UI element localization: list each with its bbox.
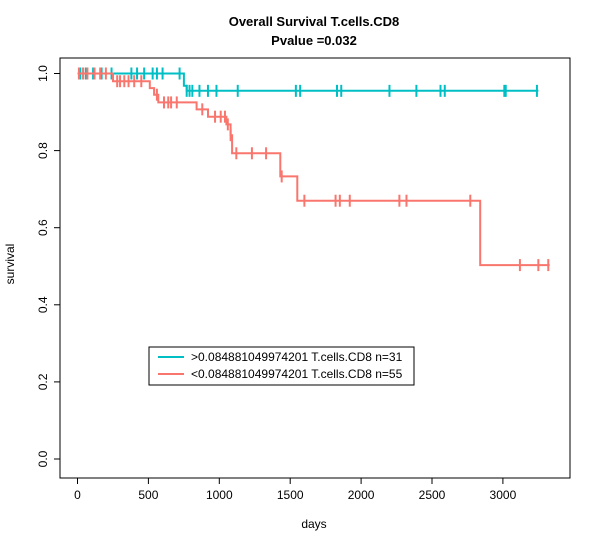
x-tick-label: 1500 bbox=[277, 488, 304, 502]
x-tick-label: 2000 bbox=[348, 488, 375, 502]
y-tick-label: 1.0 bbox=[36, 65, 50, 82]
y-axis-label: survival bbox=[3, 244, 17, 285]
survival-curve bbox=[77, 72, 550, 267]
legend-label-low: <0.084881049974201 T.cells.CD8 n=55 bbox=[191, 367, 403, 381]
y-tick-label: 0.8 bbox=[36, 142, 50, 159]
y-tick-label: 0.6 bbox=[36, 219, 50, 236]
x-axis: 0 500 1000 1500 2000 2500 3000 bbox=[74, 477, 517, 502]
chart-title: Overall Survival T.cells.CD8 bbox=[229, 14, 400, 29]
survival-curve bbox=[77, 72, 539, 92]
x-tick-label: 0 bbox=[74, 488, 81, 502]
y-tick-label: 0.2 bbox=[36, 373, 50, 390]
y-axis: 0.0 0.2 0.4 0.6 0.8 1.0 bbox=[36, 65, 61, 467]
y-tick-label: 0.4 bbox=[36, 296, 50, 313]
legend-label-high: >0.084881049974201 T.cells.CD8 n=31 bbox=[191, 350, 403, 364]
x-tick-label: 2500 bbox=[419, 488, 446, 502]
x-axis-label: days bbox=[301, 517, 326, 531]
x-tick-label: 1000 bbox=[206, 488, 233, 502]
series-group bbox=[77, 67, 550, 272]
chart-subtitle: Pvalue =0.032 bbox=[271, 33, 357, 48]
y-tick-label: 0.0 bbox=[36, 450, 50, 467]
legend-box bbox=[148, 346, 415, 386]
series-layer bbox=[77, 67, 550, 272]
plot-frame bbox=[59, 57, 571, 479]
x-tick-label: 3000 bbox=[490, 488, 517, 502]
legend: >0.084881049974201 T.cells.CD8 n=31 <0.0… bbox=[148, 346, 415, 386]
x-tick-label: 500 bbox=[138, 488, 158, 502]
